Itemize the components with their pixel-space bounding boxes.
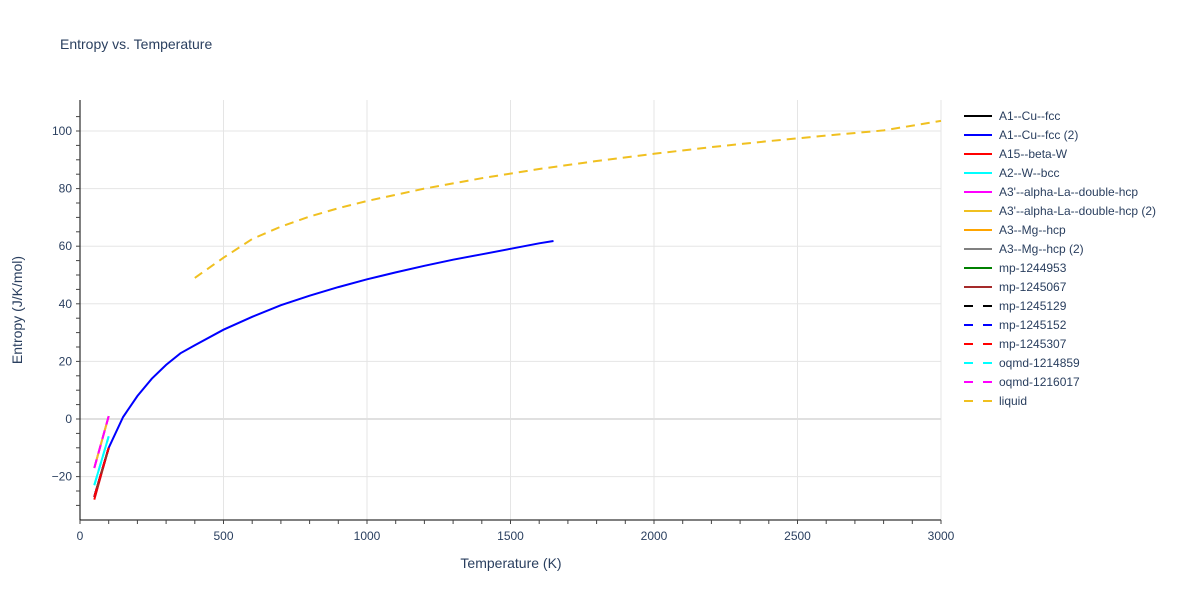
legend-swatch-icon (964, 266, 992, 269)
y-tick-label: 40 (59, 297, 73, 311)
legend-swatch-icon (964, 361, 992, 364)
legend-item[interactable]: mp-1245307 (964, 334, 1156, 353)
y-tick-label: 20 (59, 354, 73, 368)
legend-swatch-icon (964, 342, 992, 345)
legend-item[interactable]: mp-1244953 (964, 258, 1156, 277)
legend-item[interactable]: A3--Mg--hcp (2) (964, 239, 1156, 258)
x-tick-label: 1500 (497, 529, 524, 543)
trace-a1-cu-fcc-2-[interactable] (107, 240, 554, 449)
trace-oqmd-1214859[interactable] (93, 436, 110, 486)
legend-swatch-icon (964, 304, 992, 307)
legend-item[interactable]: mp-1245067 (964, 277, 1156, 296)
legend-item[interactable]: A1--Cu--fcc (964, 106, 1156, 125)
grid-lines (80, 100, 942, 520)
y-tick-label: 80 (59, 182, 73, 196)
legend-label: A3--Mg--hcp (2) (999, 241, 1084, 256)
legend-swatch-icon (964, 171, 992, 174)
legend-label: oqmd-1214859 (999, 355, 1080, 370)
legend-label: mp-1245067 (999, 279, 1067, 294)
legend-label: oqmd-1216017 (999, 374, 1080, 389)
legend-label: A3'--alpha-La--double-hcp (999, 184, 1139, 199)
legend-item[interactable]: A15--beta-W (964, 144, 1156, 163)
legend-label: A3--Mg--hcp (999, 222, 1066, 237)
y-tick-label: 60 (59, 239, 73, 253)
x-tick-label: 2000 (641, 529, 668, 543)
legend-swatch-icon (964, 323, 992, 326)
x-tick-label: 0 (77, 529, 84, 543)
trace-oqmd-1216017[interactable] (93, 415, 110, 469)
legend-label: mp-1245152 (999, 317, 1067, 332)
legend-swatch-icon (964, 114, 992, 117)
axes: 0 500 1000 1500 2000 2500 3000 −20 0 20 40 60 80 100 (52, 100, 955, 543)
y-axis-title: Entropy (J/K/mol) (9, 256, 25, 364)
x-tick-label: 2500 (784, 529, 811, 543)
trace-liquid[interactable] (194, 119, 942, 279)
legend-label: liquid (999, 393, 1028, 408)
y-tick-label: 0 (65, 412, 72, 426)
x-tick-label: 500 (213, 529, 233, 543)
legend-item[interactable]: A3'--alpha-La--double-hcp (964, 182, 1156, 201)
legend-item[interactable]: A3--Mg--hcp (964, 220, 1156, 239)
legend-label: A2--W--bcc (999, 165, 1060, 180)
traces (93, 119, 942, 500)
legend-swatch-icon (964, 380, 992, 383)
legend-label: A1--Cu--fcc (2) (999, 127, 1079, 142)
trace-mp-1245307[interactable] (93, 447, 110, 498)
x-tick-label: 3000 (928, 529, 955, 543)
legend-label: mp-1244953 (999, 260, 1067, 275)
legend-item[interactable]: oqmd-1214859 (964, 353, 1156, 372)
legend-swatch-icon (964, 247, 992, 250)
legend-swatch-icon (964, 285, 992, 288)
legend-item[interactable]: liquid (964, 391, 1156, 410)
legend-swatch-icon (964, 190, 992, 193)
legend-item[interactable]: oqmd-1216017 (964, 372, 1156, 391)
x-tick-label: 1000 (354, 529, 381, 543)
legend-item[interactable]: mp-1245129 (964, 296, 1156, 315)
y-tick-label: 100 (52, 124, 72, 138)
legend-item[interactable]: mp-1245152 (964, 315, 1156, 334)
legend-swatch-icon (964, 152, 992, 155)
x-axis-title: Temperature (K) (460, 555, 561, 571)
legend-swatch-icon (964, 133, 992, 136)
legend-item[interactable]: A2--W--bcc (964, 163, 1156, 182)
legend-item[interactable]: A1--Cu--fcc (2) (964, 125, 1156, 144)
legend-swatch-icon (964, 228, 992, 231)
legend: A1--Cu--fcc A1--Cu--fcc (2) A15--beta-W A2-… (964, 106, 1156, 410)
chart-title: Entropy vs. Temperature (60, 36, 213, 52)
legend-label: A1--Cu--fcc (999, 108, 1061, 123)
legend-label: mp-1245307 (999, 336, 1067, 351)
legend-label: A15--beta-W (999, 146, 1068, 161)
legend-label: mp-1245129 (999, 298, 1067, 313)
y-tick-label: −20 (52, 470, 73, 484)
legend-swatch-icon (964, 209, 992, 212)
legend-swatch-icon (964, 399, 992, 402)
legend-item[interactable]: A3'--alpha-La--double-hcp (2) (964, 201, 1156, 220)
legend-label: A3'--alpha-La--double-hcp (2) (999, 203, 1157, 218)
